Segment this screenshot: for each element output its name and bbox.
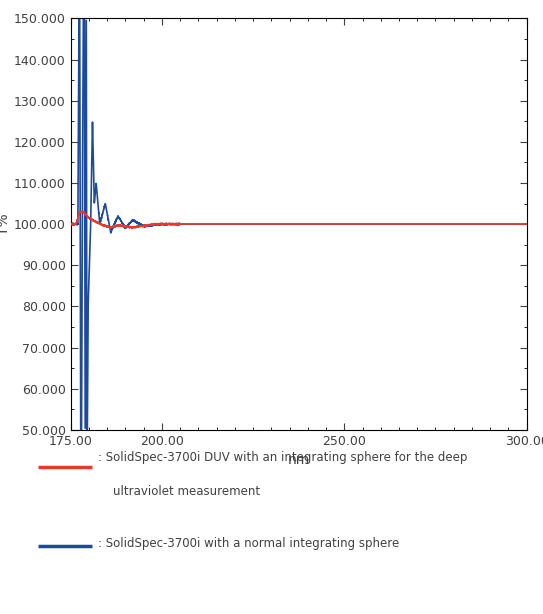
Text: : SolidSpec-3700i with a normal integrating sphere: : SolidSpec-3700i with a normal integrat…: [98, 537, 399, 550]
Text: : SolidSpec-3700i DUV with an integrating sphere for the deep: : SolidSpec-3700i DUV with an integratin…: [98, 451, 467, 464]
Y-axis label: T%: T%: [0, 213, 11, 235]
Text: ultraviolet measurement: ultraviolet measurement: [98, 485, 260, 498]
X-axis label: nm: nm: [288, 453, 310, 467]
